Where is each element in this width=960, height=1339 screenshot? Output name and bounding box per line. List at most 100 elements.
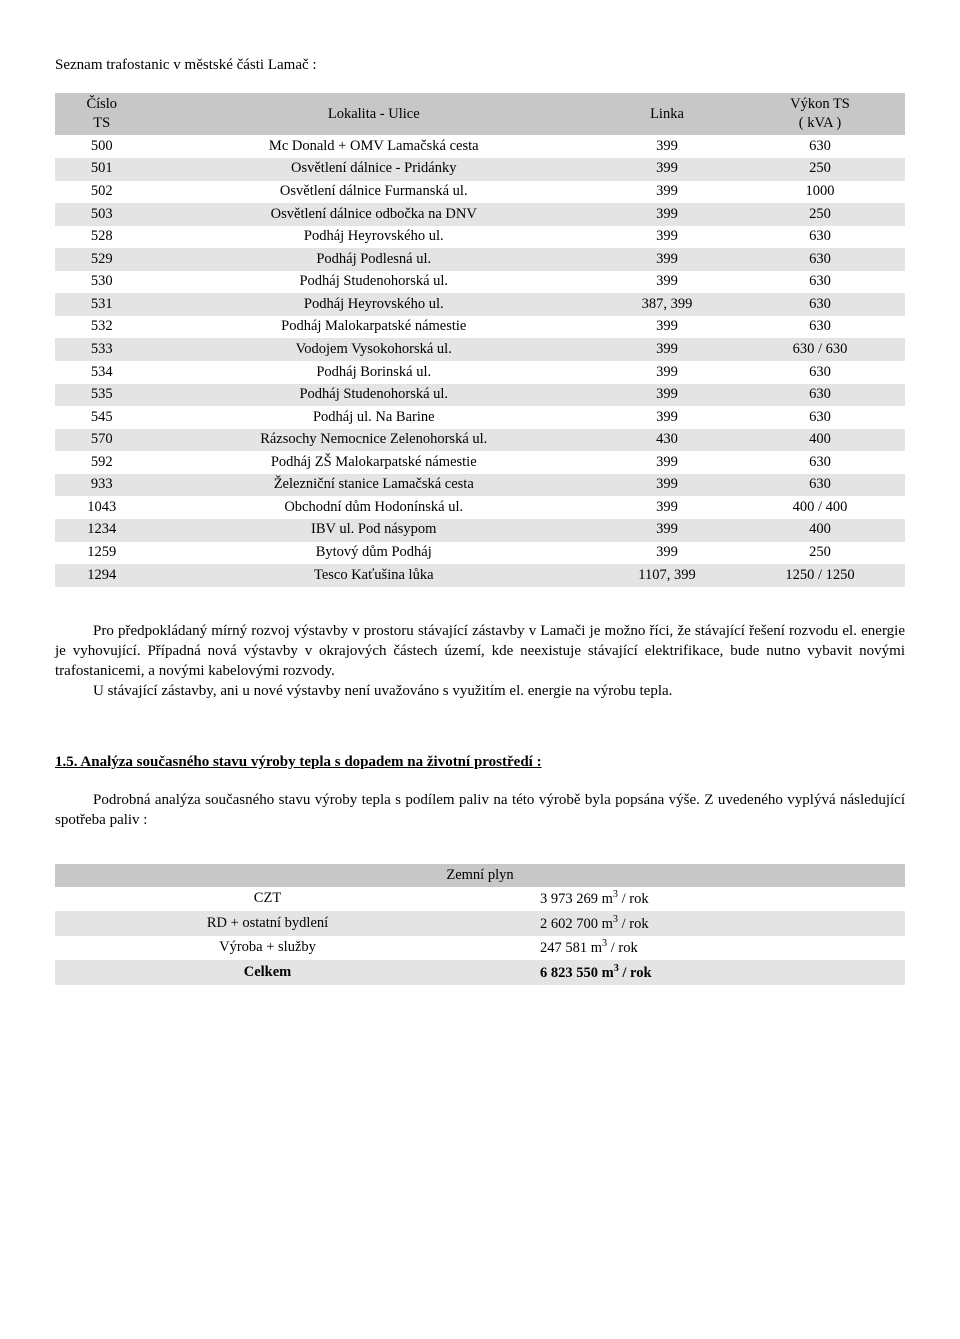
table-row: 529Podháj Podlesná ul.399630 — [55, 248, 905, 271]
cell: 399 — [599, 384, 735, 407]
cell: 532 — [55, 316, 149, 339]
cell: 502 — [55, 181, 149, 204]
gas-row: RD + ostatní bydlení2 602 700 m3 / rok — [55, 911, 905, 935]
col-cislo: Číslo TS — [55, 93, 149, 135]
table-row: 533Vodojem Vysokohorská ul.399630 / 630 — [55, 338, 905, 361]
cell: 399 — [599, 519, 735, 542]
cell: Osvětlení dálnice odbočka na DNV — [149, 203, 600, 226]
cell: 1234 — [55, 519, 149, 542]
cell: Rázsochy Nemocnice Zelenohorská ul. — [149, 429, 600, 452]
cell: Podháj Studenohorská ul. — [149, 384, 600, 407]
cell: 399 — [599, 338, 735, 361]
cell: 630 — [735, 316, 905, 339]
cell: 570 — [55, 429, 149, 452]
cell: 399 — [599, 158, 735, 181]
cell: 1107, 399 — [599, 564, 735, 587]
table-row: 545Podháj ul. Na Barine399630 — [55, 406, 905, 429]
cell: 1294 — [55, 564, 149, 587]
cell: 630 — [735, 271, 905, 294]
cell: Podháj ul. Na Barine — [149, 406, 600, 429]
cell: Osvětlení dálnice - Pridánky — [149, 158, 600, 181]
cell: 630 — [735, 361, 905, 384]
cell: 630 — [735, 248, 905, 271]
cell: Podháj ZŠ Malokarpatské námestie — [149, 451, 600, 474]
gas-row: Výroba + služby247 581 m3 / rok — [55, 936, 905, 960]
cell: 535 — [55, 384, 149, 407]
gas-header: Zemní plyn — [55, 864, 905, 887]
cell: 630 — [735, 293, 905, 316]
cell: 399 — [599, 406, 735, 429]
cell: 933 — [55, 474, 149, 497]
gas-label: Celkem — [55, 960, 480, 984]
table-row: 592Podháj ZŠ Malokarpatské námestie39963… — [55, 451, 905, 474]
intro-text: Seznam trafostanic v městské části Lamač… — [55, 55, 905, 75]
table-row: 532Podháj Malokarpatské námestie399630 — [55, 316, 905, 339]
cell: Podháj Heyrovského ul. — [149, 226, 600, 249]
cell: 399 — [599, 181, 735, 204]
cell: 630 — [735, 384, 905, 407]
cell: 1043 — [55, 496, 149, 519]
cell: 1000 — [735, 181, 905, 204]
gas-value: 2 602 700 m3 / rok — [480, 911, 905, 935]
cell: 630 — [735, 451, 905, 474]
table-row: 535Podháj Studenohorská ul.399630 — [55, 384, 905, 407]
gas-value: 247 581 m3 / rok — [480, 936, 905, 960]
cell: Podháj Heyrovského ul. — [149, 293, 600, 316]
cell: Osvětlení dálnice Furmanská ul. — [149, 181, 600, 204]
cell: 503 — [55, 203, 149, 226]
cell: 534 — [55, 361, 149, 384]
gas-label: RD + ostatní bydlení — [55, 911, 480, 935]
cell: 630 — [735, 226, 905, 249]
cell: 529 — [55, 248, 149, 271]
cell: 400 — [735, 429, 905, 452]
cell: Podháj Malokarpatské námestie — [149, 316, 600, 339]
table-row: 1294Tesco Kaťušina lůka1107, 3991250 / 1… — [55, 564, 905, 587]
table-row: 528Podháj Heyrovského ul.399630 — [55, 226, 905, 249]
cell: Obchodní dům Hodonínská ul. — [149, 496, 600, 519]
cell: 531 — [55, 293, 149, 316]
cell: 1259 — [55, 542, 149, 565]
paragraph-2: U stávající zástavby, ani u nové výstavb… — [55, 681, 905, 701]
cell: 533 — [55, 338, 149, 361]
cell: 399 — [599, 451, 735, 474]
table-row: 534Podháj Borinská ul.399630 — [55, 361, 905, 384]
section-title: 1.5. Analýza současného stavu výroby tep… — [55, 752, 905, 772]
table-row: 502Osvětlení dálnice Furmanská ul.399100… — [55, 181, 905, 204]
col-linka: Linka — [599, 93, 735, 135]
cell: 399 — [599, 316, 735, 339]
cell: 630 — [735, 406, 905, 429]
cell: 387, 399 — [599, 293, 735, 316]
cell: 501 — [55, 158, 149, 181]
gas-label: CZT — [55, 887, 480, 911]
col-lokalita: Lokalita - Ulice — [149, 93, 600, 135]
table-row: 933Železniční stanice Lamačská cesta3996… — [55, 474, 905, 497]
cell: Mc Donald + OMV Lamačská cesta — [149, 135, 600, 158]
cell: 400 / 400 — [735, 496, 905, 519]
table-row: 503Osvětlení dálnice odbočka na DNV39925… — [55, 203, 905, 226]
cell: 592 — [55, 451, 149, 474]
table-row: 501Osvětlení dálnice - Pridánky399250 — [55, 158, 905, 181]
table-row: 531Podháj Heyrovského ul.387, 399630 — [55, 293, 905, 316]
gas-label: Výroba + služby — [55, 936, 480, 960]
cell: 500 — [55, 135, 149, 158]
gas-value: 3 973 269 m3 / rok — [480, 887, 905, 911]
cell: 399 — [599, 203, 735, 226]
table-row: 1259Bytový dům Podháj399250 — [55, 542, 905, 565]
table-row: 530Podháj Studenohorská ul.399630 — [55, 271, 905, 294]
cell: 545 — [55, 406, 149, 429]
trafostanice-table: Číslo TS Lokalita - Ulice Linka Výkon TS… — [55, 93, 905, 586]
gas-row: CZT3 973 269 m3 / rok — [55, 887, 905, 911]
cell: 530 — [55, 271, 149, 294]
cell: 630 / 630 — [735, 338, 905, 361]
paragraph-3: Podrobná analýza současného stavu výroby… — [55, 790, 905, 831]
cell: 250 — [735, 203, 905, 226]
table-row: 570Rázsochy Nemocnice Zelenohorská ul.43… — [55, 429, 905, 452]
cell: Vodojem Vysokohorská ul. — [149, 338, 600, 361]
col-vykon: Výkon TS ( kVA ) — [735, 93, 905, 135]
gas-row: Celkem6 823 550 m3 / rok — [55, 960, 905, 984]
gas-table: Zemní plyn CZT3 973 269 m3 / rokRD + ost… — [55, 864, 905, 984]
cell: 630 — [735, 135, 905, 158]
cell: Železniční stanice Lamačská cesta — [149, 474, 600, 497]
cell: 399 — [599, 474, 735, 497]
cell: 399 — [599, 226, 735, 249]
